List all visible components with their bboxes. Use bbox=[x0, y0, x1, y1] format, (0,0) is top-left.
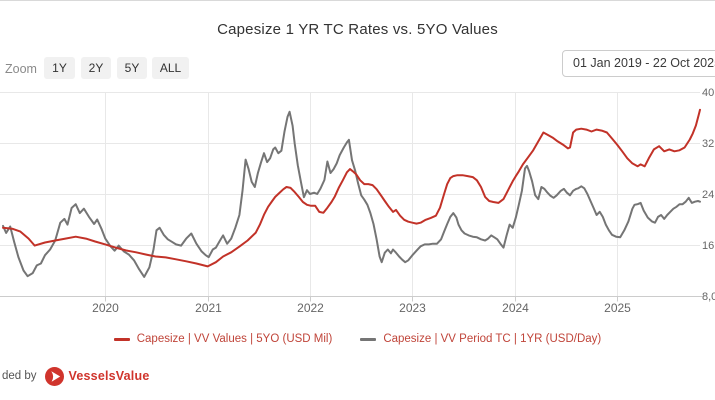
svg-text:2023: 2023 bbox=[399, 301, 426, 315]
svg-text:2020: 2020 bbox=[92, 301, 119, 315]
zoom-button-all[interactable]: ALL bbox=[152, 57, 189, 79]
svg-text:16,000: 16,000 bbox=[702, 240, 715, 252]
svg-text:8,000: 8,000 bbox=[702, 291, 715, 303]
chart-legend: Capesize | VV Values | 5YO (USD Mil) Cap… bbox=[0, 333, 715, 345]
svg-text:40,000: 40,000 bbox=[702, 87, 715, 99]
svg-text:2021: 2021 bbox=[195, 301, 222, 315]
x-ticks bbox=[105, 296, 618, 302]
top-divider bbox=[0, 0, 715, 1]
zoom-button-5y[interactable]: 5Y bbox=[117, 57, 147, 79]
legend-marker-gray bbox=[360, 337, 377, 341]
svg-text:2022: 2022 bbox=[297, 301, 324, 315]
svg-text:32,000: 32,000 bbox=[702, 138, 715, 150]
legend-label: Capesize | VV Values | 5YO (USD Mil) bbox=[136, 333, 333, 345]
svg-text:24,000: 24,000 bbox=[702, 189, 715, 201]
svg-text:2025: 2025 bbox=[604, 301, 631, 315]
legend-marker-red bbox=[113, 337, 130, 341]
page-title: Capesize 1 YR TC Rates vs. 5YO Values bbox=[217, 21, 498, 38]
powered-by-footer: ded by VesselsValue bbox=[0, 364, 149, 388]
zoom-button-2y[interactable]: 2Y bbox=[81, 57, 111, 79]
zoom-button-1y[interactable]: 1Y bbox=[44, 57, 75, 79]
y-axis-right-labels: 40,000 32,000 24,000 16,000 8,000 bbox=[702, 87, 715, 303]
series-line-gray bbox=[2, 110, 701, 278]
vesselsvalue-logo-icon bbox=[44, 366, 64, 386]
powered-by-label: ded by bbox=[2, 370, 37, 382]
date-range-input[interactable]: 01 Jan 2019 - 22 Oct 2025 bbox=[562, 50, 715, 77]
series-line-red bbox=[2, 108, 701, 268]
svg-text:2024: 2024 bbox=[502, 301, 529, 315]
legend-label: Capesize | VV Period TC | 1YR (USD/Day) bbox=[383, 333, 602, 345]
legend-item-period-tc[interactable]: Capesize | VV Period TC | 1YR (USD/Day) bbox=[360, 333, 601, 345]
vesselsvalue-brand[interactable]: VesselsValue bbox=[68, 369, 150, 383]
legend-item-5yo-values[interactable]: Capesize | VV Values | 5YO (USD Mil) bbox=[113, 333, 333, 345]
x-tick-labels: 2020 2021 2022 2023 2024 2025 bbox=[92, 301, 631, 315]
zoom-label: Zoom bbox=[5, 62, 37, 76]
